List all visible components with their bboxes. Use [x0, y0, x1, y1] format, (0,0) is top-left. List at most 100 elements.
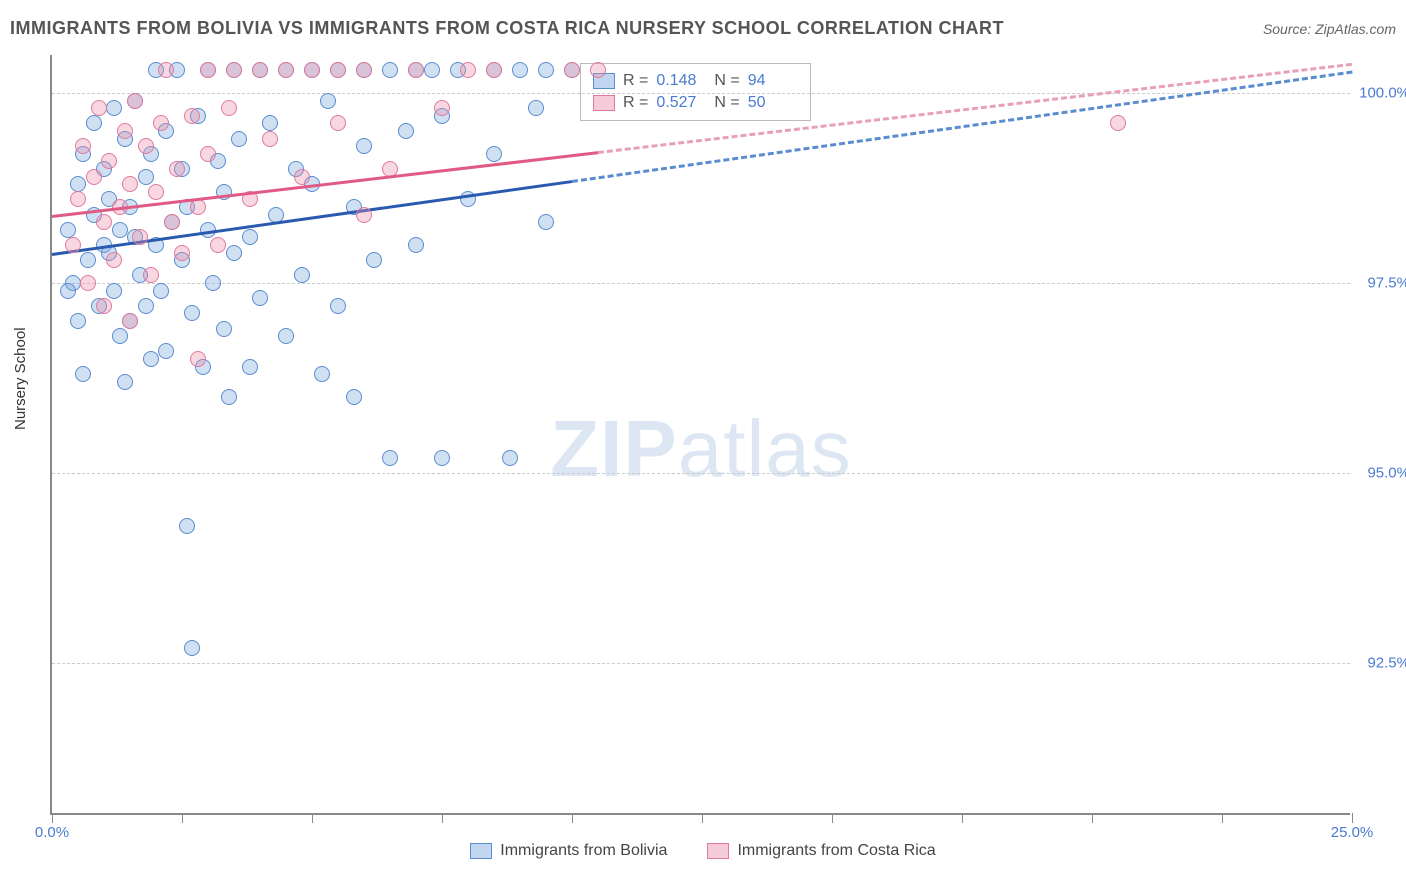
data-point-a — [221, 389, 237, 405]
x-tick — [1092, 813, 1093, 823]
data-point-a — [330, 298, 346, 314]
legend-item-a: Immigrants from Bolivia — [470, 842, 667, 860]
data-point-a — [408, 237, 424, 253]
data-point-b — [153, 115, 169, 131]
data-point-a — [117, 374, 133, 390]
data-point-a — [106, 283, 122, 299]
y-axis-label: Nursery School — [12, 327, 29, 430]
chart-title: IMMIGRANTS FROM BOLIVIA VS IMMIGRANTS FR… — [10, 18, 1004, 39]
data-point-a — [314, 366, 330, 382]
x-tick-label: 0.0% — [35, 824, 69, 841]
stats-legend-box: R = 0.148 N = 94 R = 0.527 N = 50 — [580, 63, 811, 121]
y-tick-label: 92.5% — [1355, 655, 1406, 672]
data-point-a — [398, 123, 414, 139]
data-point-b — [65, 237, 81, 253]
data-point-b — [122, 313, 138, 329]
data-point-b — [278, 62, 294, 78]
data-point-b — [460, 62, 476, 78]
legend-swatch-b — [707, 843, 729, 859]
data-point-a — [75, 366, 91, 382]
x-tick — [702, 813, 703, 823]
data-point-a — [143, 351, 159, 367]
data-point-a — [262, 115, 278, 131]
data-point-a — [60, 222, 76, 238]
data-point-a — [112, 222, 128, 238]
data-point-b — [101, 153, 117, 169]
data-point-b — [356, 62, 372, 78]
stats-row-b: R = 0.527 N = 50 — [593, 92, 798, 114]
gridline-h — [52, 663, 1350, 664]
source-attribution: Source: ZipAtlas.com — [1263, 21, 1396, 37]
data-point-a — [512, 62, 528, 78]
data-point-b — [106, 252, 122, 268]
data-point-b — [210, 237, 226, 253]
source-link[interactable]: ZipAtlas.com — [1315, 21, 1396, 37]
data-point-b — [75, 138, 91, 154]
x-tick — [442, 813, 443, 823]
data-point-a — [434, 450, 450, 466]
data-point-b — [190, 351, 206, 367]
data-point-a — [346, 389, 362, 405]
r-label-b: R = — [623, 94, 648, 112]
n-label-b: N = — [714, 94, 739, 112]
data-point-b — [169, 161, 185, 177]
watermark: ZIPatlas — [550, 403, 851, 495]
data-point-a — [226, 245, 242, 261]
data-point-a — [205, 275, 221, 291]
data-point-b — [122, 176, 138, 192]
data-point-b — [148, 184, 164, 200]
legend-label-a: Immigrants from Bolivia — [500, 842, 667, 860]
plot-area: ZIPatlas R = 0.148 N = 94 R = 0.527 N = … — [50, 55, 1350, 815]
data-point-b — [564, 62, 580, 78]
data-point-a — [538, 214, 554, 230]
data-point-b — [132, 229, 148, 245]
data-point-a — [216, 321, 232, 337]
data-point-a — [424, 62, 440, 78]
data-point-a — [231, 131, 247, 147]
data-point-b — [590, 62, 606, 78]
n-value-b: 50 — [748, 94, 798, 112]
r-label-a: R = — [623, 72, 648, 90]
data-point-b — [226, 62, 242, 78]
data-point-b — [96, 298, 112, 314]
data-point-b — [408, 62, 424, 78]
data-point-a — [242, 359, 258, 375]
x-tick — [312, 813, 313, 823]
gridline-h — [52, 473, 1350, 474]
x-tick — [182, 813, 183, 823]
data-point-b — [143, 267, 159, 283]
data-point-b — [330, 115, 346, 131]
y-tick-label: 100.0% — [1355, 85, 1406, 102]
data-point-b — [80, 275, 96, 291]
legend-swatch-a — [470, 843, 492, 859]
source-label: Source: — [1263, 21, 1311, 37]
data-point-b — [221, 100, 237, 116]
watermark-bold: ZIP — [550, 404, 677, 493]
data-point-a — [382, 450, 398, 466]
data-point-a — [356, 138, 372, 154]
data-point-a — [242, 229, 258, 245]
data-point-a — [112, 328, 128, 344]
data-point-b — [294, 169, 310, 185]
swatch-b — [593, 95, 615, 111]
data-point-b — [262, 131, 278, 147]
data-point-b — [1110, 115, 1126, 131]
data-point-a — [184, 305, 200, 321]
title-bar: IMMIGRANTS FROM BOLIVIA VS IMMIGRANTS FR… — [10, 18, 1396, 39]
data-point-b — [70, 191, 86, 207]
data-point-a — [502, 450, 518, 466]
data-point-b — [252, 62, 268, 78]
data-point-a — [70, 313, 86, 329]
data-point-b — [158, 62, 174, 78]
bottom-legend: Immigrants from Bolivia Immigrants from … — [0, 842, 1406, 860]
x-tick — [1352, 813, 1353, 823]
x-tick — [962, 813, 963, 823]
data-point-a — [60, 283, 76, 299]
data-point-a — [382, 62, 398, 78]
stats-row-a: R = 0.148 N = 94 — [593, 70, 798, 92]
data-point-b — [304, 62, 320, 78]
x-tick — [572, 813, 573, 823]
x-tick-label: 25.0% — [1331, 824, 1374, 841]
n-value-a: 94 — [748, 72, 798, 90]
data-point-a — [80, 252, 96, 268]
